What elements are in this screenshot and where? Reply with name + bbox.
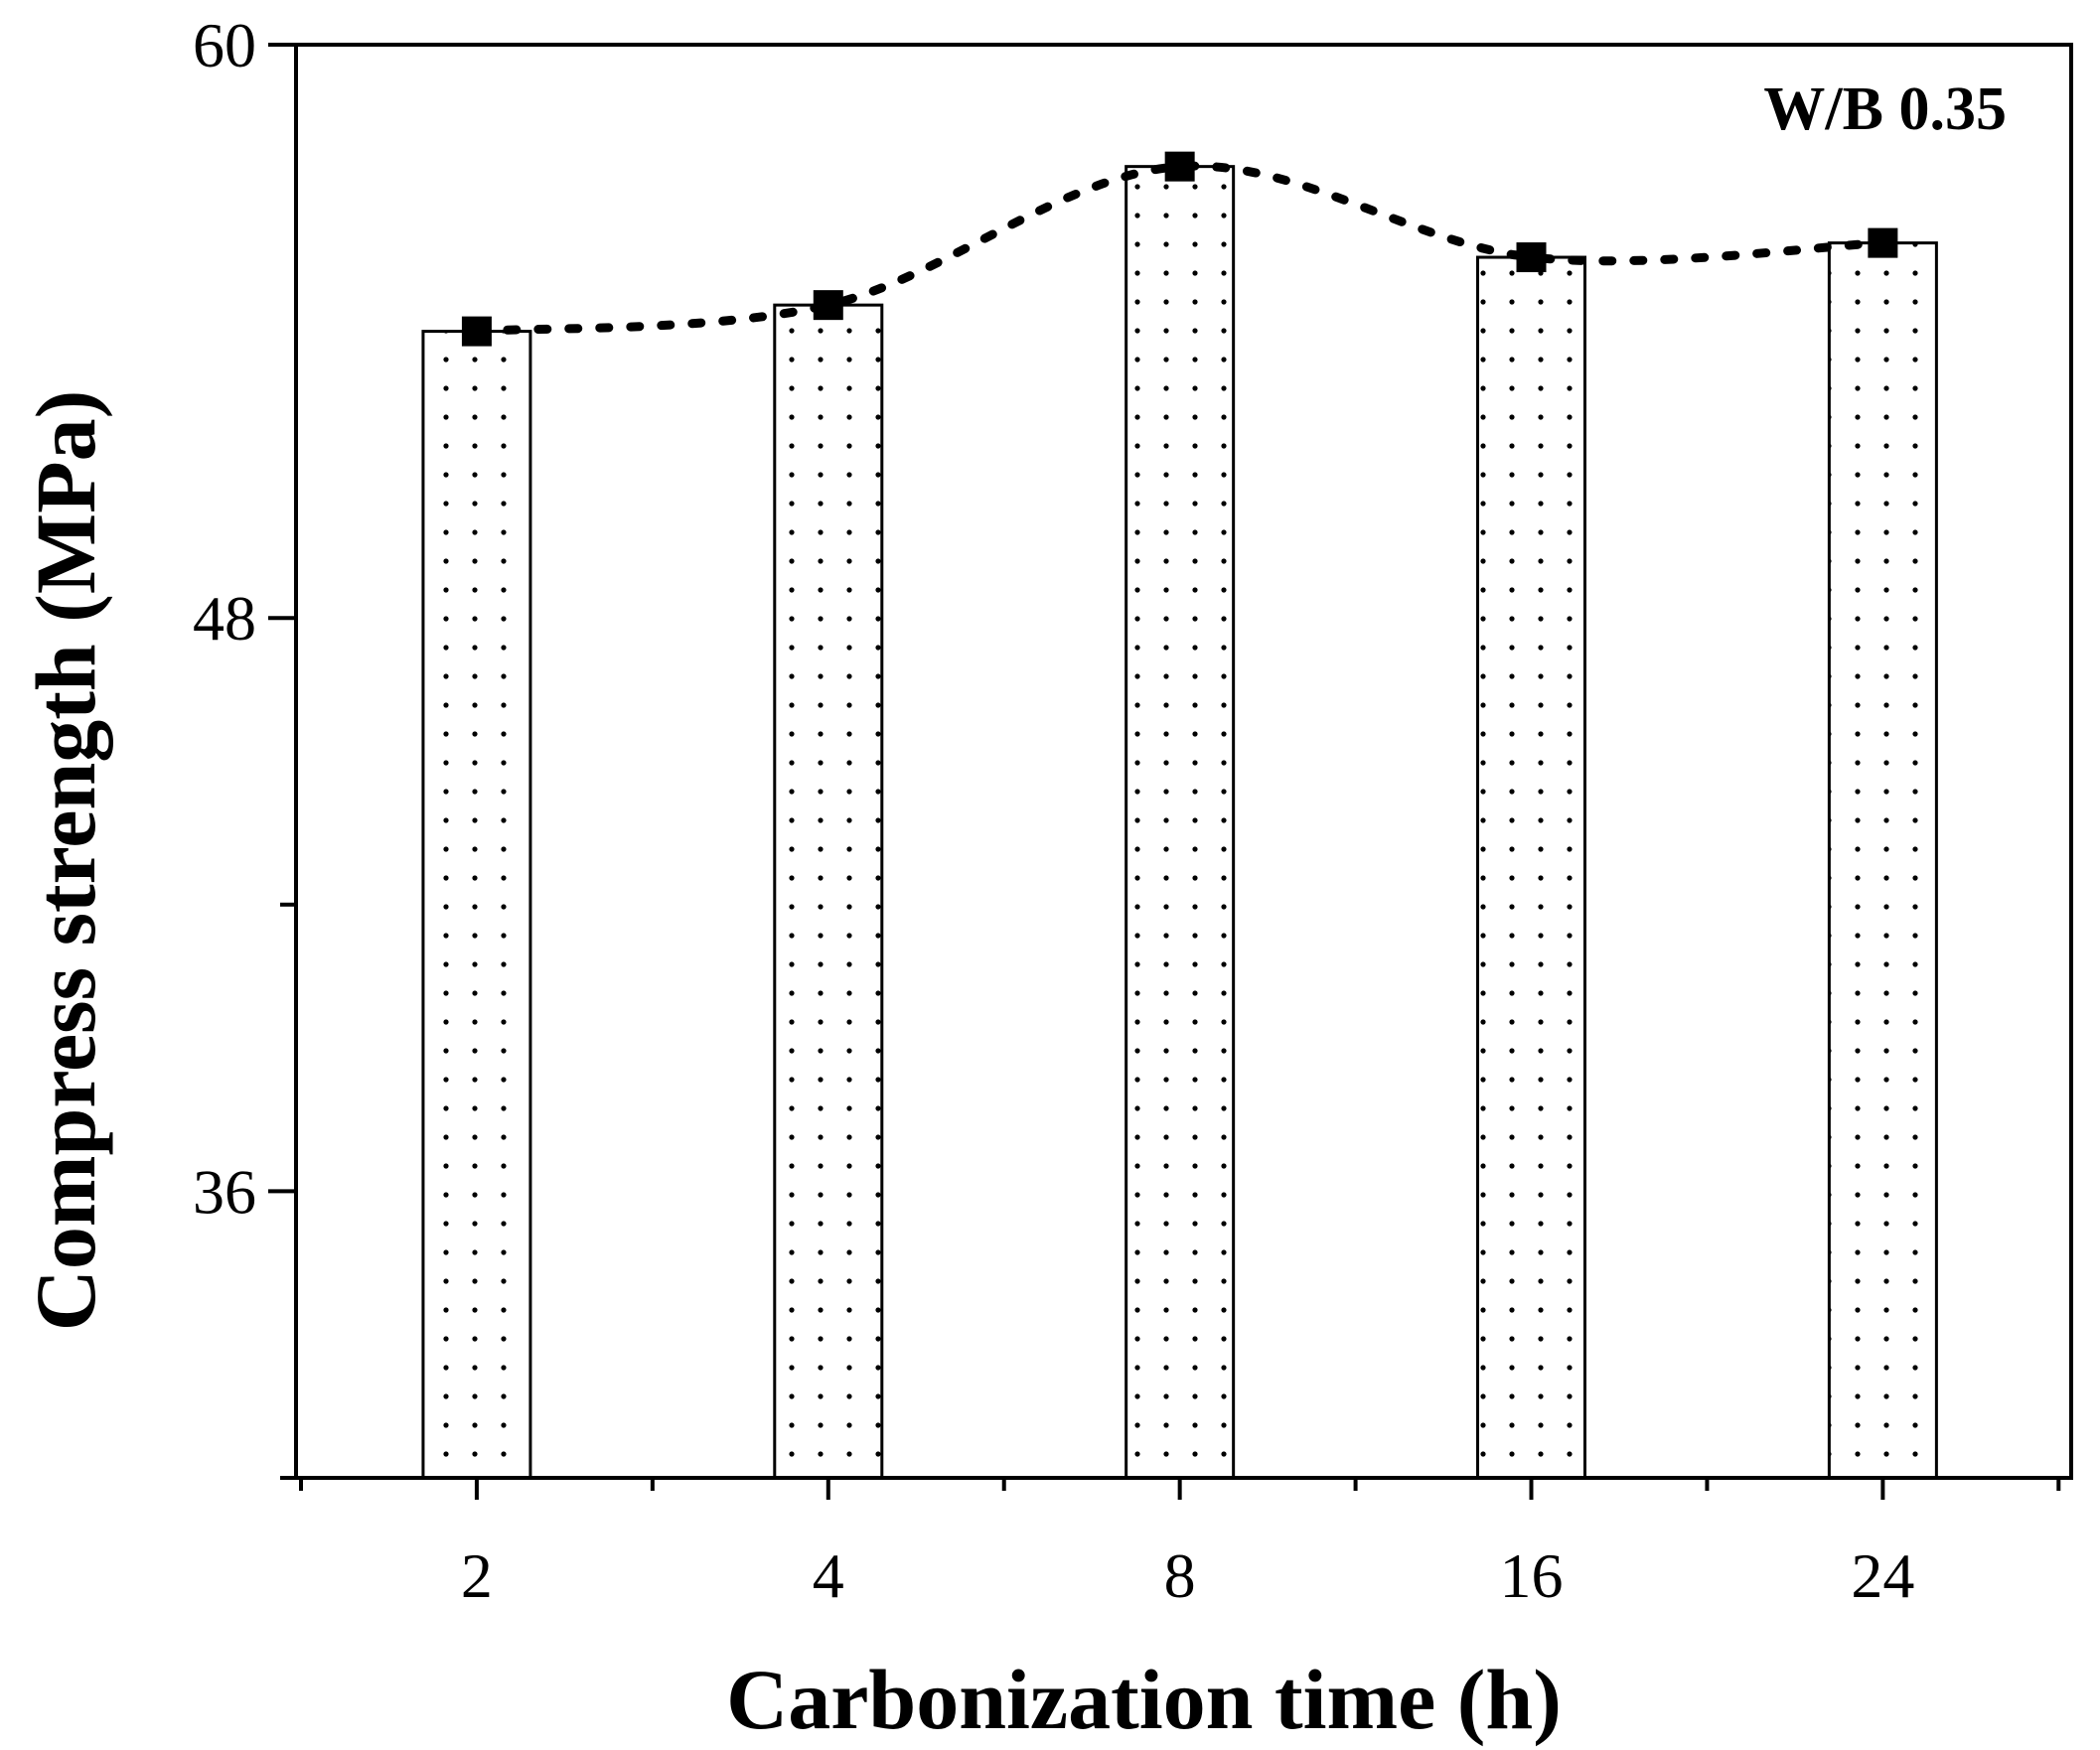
bar-24 [1827, 241, 1938, 1480]
marker-16 [1516, 242, 1547, 273]
x-tick-label-8: 8 [1164, 1540, 1196, 1611]
bar-4 [773, 303, 884, 1480]
bar-2 [421, 330, 532, 1480]
x-axis-title: Carbonization time (h) [726, 1652, 1562, 1747]
bar-8 [1125, 165, 1236, 1480]
x-tick-label-4: 4 [813, 1540, 844, 1611]
series-line [472, 161, 1887, 337]
x-tick-label-24: 24 [1851, 1540, 1914, 1611]
y-tick-label-36: 36 [193, 1156, 256, 1227]
marker-2 [461, 316, 492, 347]
x-tick-label-16: 16 [1500, 1540, 1564, 1611]
marker-8 [1164, 151, 1195, 182]
y-tick-label-60: 60 [193, 10, 256, 80]
bar-16 [1476, 255, 1587, 1480]
marker-4 [813, 290, 843, 321]
marker-24 [1868, 227, 1898, 258]
annotation-label: W/B 0.35 [1763, 75, 2007, 143]
plot-frame [294, 43, 2073, 1480]
y-tick-label-48: 48 [193, 583, 256, 654]
x-tick-label-2: 2 [461, 1540, 493, 1611]
y-axis-title: Compress strength (MPa) [18, 390, 113, 1331]
